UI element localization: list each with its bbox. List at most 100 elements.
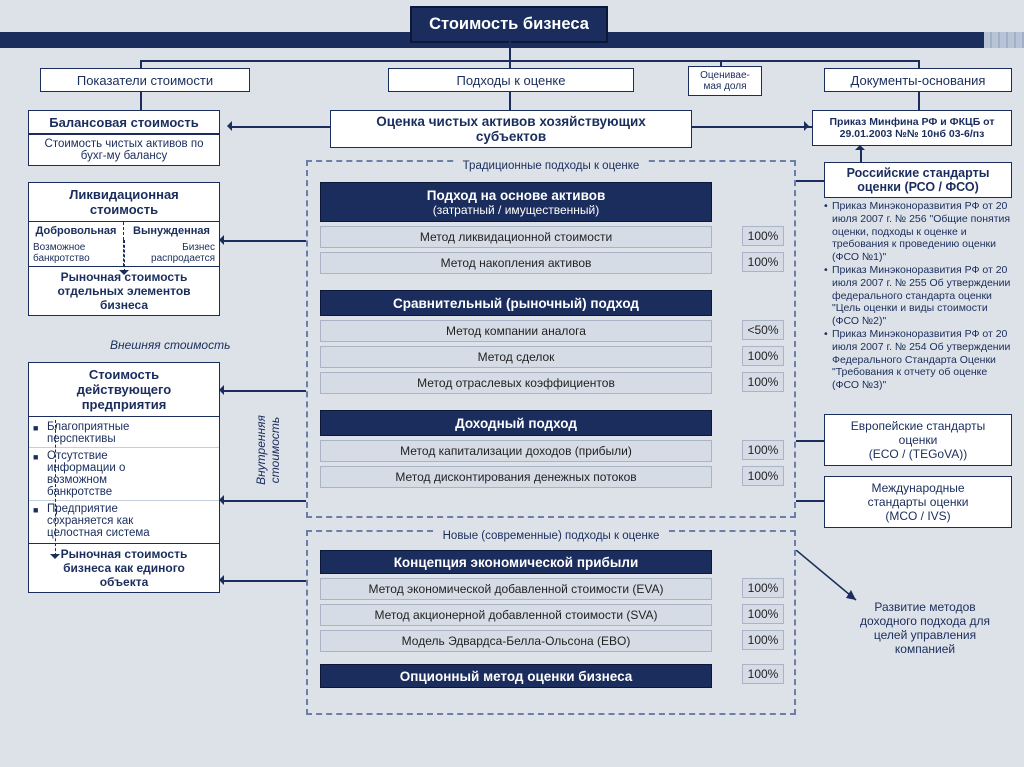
pct: 100%: [742, 604, 784, 624]
ord-l2: 29.01.2003 №№ 10нб 03-6/пз: [840, 128, 985, 140]
h1b: (затратный / имущественный): [433, 203, 599, 217]
rso-title: Российские стандарты оценки (РСО / ФСО): [824, 162, 1012, 198]
method-liq: Метод ликвидационной стоимости: [320, 226, 712, 248]
connector: [222, 500, 306, 502]
t: перспективы: [47, 433, 116, 445]
ivs2: стандарты оценки: [868, 495, 969, 509]
pct: 100%: [742, 578, 784, 598]
t: целостная система: [47, 527, 150, 539]
connector: [860, 148, 862, 162]
connector: [222, 240, 306, 242]
connector: [230, 126, 330, 128]
na-l2: субъектов: [476, 129, 546, 144]
pct: 100%: [742, 252, 784, 272]
connector: [509, 92, 511, 110]
connector: [796, 180, 824, 182]
gc-f3: объекта: [100, 575, 149, 589]
liq-c2: Вынужденная: [124, 222, 219, 240]
ivs3: (MCO / IVS): [885, 509, 950, 523]
share-box: Оценивае- мая доля: [688, 66, 762, 96]
t: Отсутствие: [47, 450, 108, 462]
ord-l1: Приказ Минфина РФ и ФКЦБ от: [830, 116, 995, 128]
arrow-icon: [214, 495, 224, 505]
share-l1: Оценивае-: [700, 70, 750, 81]
t: возможном: [47, 474, 107, 486]
na-l1: Оценка чистых активов хозяйствующих: [376, 114, 646, 129]
eco1: Европейские стандарты: [851, 419, 985, 433]
connector: [796, 440, 824, 442]
liq-c1: Добровольная: [29, 222, 124, 240]
eco2: оценки: [899, 433, 938, 447]
concept-profit: Концепция экономической прибыли: [320, 550, 712, 574]
method-eva: Метод экономической добавленной стоимост…: [320, 578, 712, 600]
rso-item: Приказ Минэконоразвития РФ от 20 июля 20…: [824, 200, 1012, 264]
arrow-icon: [214, 575, 224, 585]
approach-assets: Подход на основе активов (затратный / им…: [320, 182, 712, 222]
pct: 100%: [742, 466, 784, 486]
liq-n2b: распродается: [151, 253, 215, 264]
arrow-icon: [214, 235, 224, 245]
liq-t1: Ликвидационная: [69, 187, 179, 202]
option-method: Опционный метод оценки бизнеса: [320, 664, 712, 688]
n2: доходного подхода для: [860, 614, 990, 628]
net-assets: Оценка чистых активов хозяйствующих субъ…: [330, 110, 692, 148]
gc-b3: Предприятиесохраняется какцелостная сист…: [29, 501, 219, 541]
liq-t2: стоимость: [90, 202, 158, 217]
method-deals: Метод сделок: [320, 346, 712, 368]
arrow-icon: [855, 140, 865, 150]
liq-n2a: Бизнес: [182, 242, 215, 253]
connector: [222, 390, 306, 392]
pct: <50%: [742, 320, 784, 340]
approach-comparative: Сравнительный (рыночный) подход: [320, 290, 712, 316]
t: Предприятие: [47, 503, 118, 515]
dash-connector: [124, 240, 125, 272]
share-l2: мая доля: [703, 81, 746, 92]
gc-b1: Благоприятныеперспективы: [29, 419, 219, 448]
trad-caption: Традиционные подходы к оценке: [455, 160, 648, 172]
method-dcf: Метод дисконтирования денежных потоков: [320, 466, 712, 488]
t: банкротстве: [47, 486, 112, 498]
gc-b2: Отсутствиеинформации овозможномбанкротст…: [29, 448, 219, 501]
n1: Развитие методов: [874, 600, 975, 614]
pct: 100%: [742, 226, 784, 246]
t: сохраняется как: [47, 515, 133, 527]
connector: [509, 40, 511, 60]
eco3: (ECO / (TEGoVA)): [869, 447, 967, 461]
new-caption: Новые (современные) подходы к оценке: [435, 530, 668, 542]
internal-label: Внутренняя стоимость: [254, 390, 282, 510]
external-label: Внешняя стоимость: [110, 338, 230, 352]
n3: целей управления: [874, 628, 976, 642]
connector: [140, 92, 142, 110]
gc-f2: бизнеса как единого: [63, 561, 185, 575]
gc-t1: Стоимость: [89, 367, 159, 382]
pct: 100%: [742, 664, 784, 684]
method-ebo: Модель Эдвардса-Белла-Ольсона (EBO): [320, 630, 712, 652]
pct: 100%: [742, 346, 784, 366]
pct: 100%: [742, 440, 784, 460]
arrow-icon: [214, 385, 224, 395]
main-title: Стоимость бизнеса: [410, 6, 608, 43]
connector: [918, 92, 920, 110]
method-analog: Метод компании аналога: [320, 320, 712, 342]
rso-list: Приказ Минэконоразвития РФ от 20 июля 20…: [824, 200, 1012, 392]
rso-t1: Российские стандарты: [847, 166, 990, 180]
connector: [692, 126, 812, 128]
gc-f1: Рыночная стоимость: [61, 547, 188, 561]
h1a: Подход на основе активов: [427, 188, 606, 203]
right-note: Развитие методов доходного подхода для ц…: [840, 600, 1010, 656]
arrow-icon: [804, 121, 814, 131]
method-cap: Метод капитализации доходов (прибыли): [320, 440, 712, 462]
method-accum: Метод накопления активов: [320, 252, 712, 274]
arrow-icon: [119, 270, 129, 280]
arrow-icon: [50, 554, 60, 564]
gc-t3: предприятия: [82, 397, 167, 412]
gc-t2: действующего: [77, 382, 171, 397]
approaches-box: Подходы к оценке: [388, 68, 634, 92]
n4: компанией: [895, 642, 955, 656]
rso-t2: оценки (РСО / ФСО): [857, 180, 979, 194]
t: информации о: [47, 462, 125, 474]
connector: [222, 580, 306, 582]
approach-income: Доходный подход: [320, 410, 712, 436]
dash-connector: [55, 420, 56, 556]
liq-f3: бизнеса: [100, 298, 148, 312]
